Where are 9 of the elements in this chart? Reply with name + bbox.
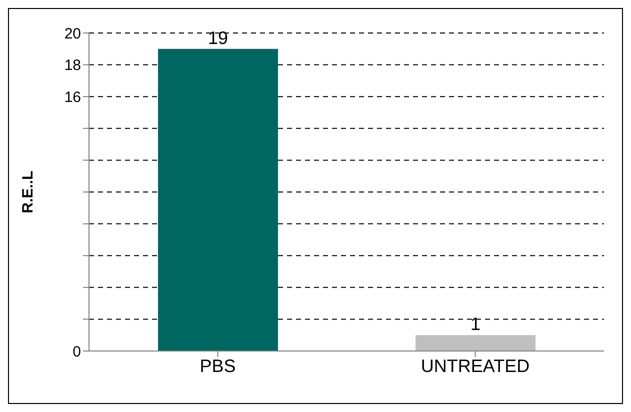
data-label: 1 (470, 314, 481, 334)
y-tick-label: 16 (64, 88, 81, 106)
y-tick-label: 20 (64, 25, 81, 42)
x-tick-label: PBS (200, 356, 236, 376)
y-axis-title: R.E..L (19, 170, 36, 214)
y-tick-label: 18 (64, 57, 81, 74)
data-label: 19 (208, 28, 228, 48)
y-tick-label: 0 (72, 343, 81, 360)
x-tick-label: UNTREATED (420, 356, 530, 376)
